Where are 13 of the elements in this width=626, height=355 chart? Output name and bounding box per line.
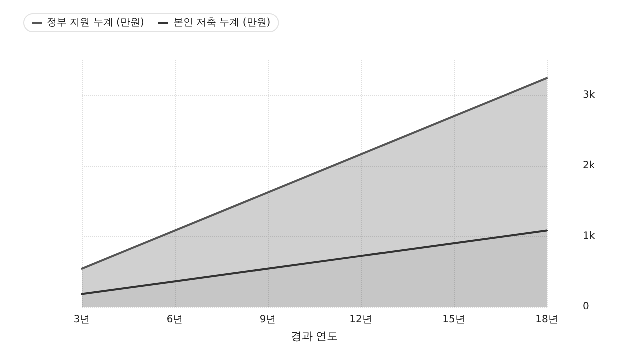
y-tick-label: 1k [583,230,596,242]
x-tick-label: 3년 [74,314,90,326]
y-tick-label: 3k [583,90,596,101]
y-tick-label: 2k [583,160,596,172]
x-tick-label: 6년 [166,314,184,326]
x-tick-label: 15년 [442,314,466,326]
y-tick-label: 0 [583,302,590,312]
legend-label: 정부 지원 누계 (만원) [47,18,144,28]
legend-label: 본인 저축 누계 (만원) [173,18,271,28]
x-tick-label: 12년 [350,314,372,326]
x-tick-label: 18년 [536,314,558,326]
x-axis-title: 경과 연도 [290,330,338,343]
x-tick-label: 9년 [260,314,276,326]
